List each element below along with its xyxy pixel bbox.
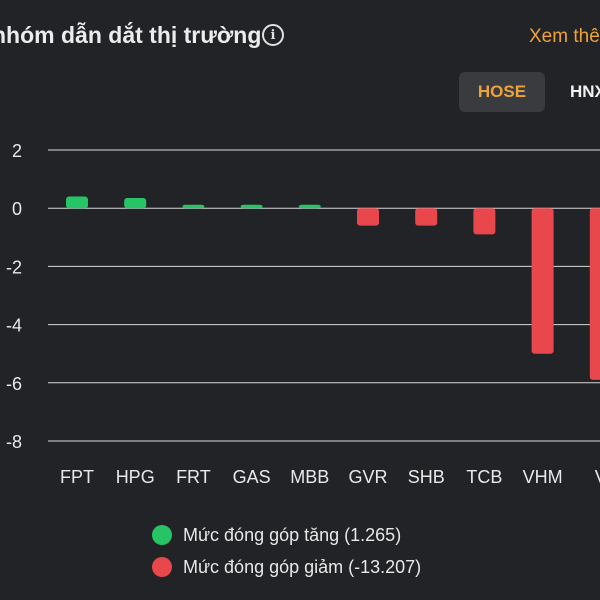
x-tick-label: GVR bbox=[348, 467, 387, 487]
bar bbox=[298, 204, 321, 209]
legend-label-increase: Mức đóng góp tăng (1.265) bbox=[183, 524, 402, 545]
bar bbox=[415, 208, 438, 226]
x-tick-label: MBB bbox=[290, 467, 329, 487]
y-tick-label: -8 bbox=[6, 432, 22, 452]
tab-hnx[interactable]: HNX bbox=[570, 82, 600, 101]
legend-label-decrease: Mức đóng góp giảm (-13.207) bbox=[183, 556, 422, 577]
bar bbox=[589, 208, 600, 380]
y-tick-label: -2 bbox=[6, 257, 22, 277]
x-tick-label: GAS bbox=[233, 467, 271, 487]
bar-chart: 2 0 -2 -4 -6 -8 FPT HPG FRT GAS MBB GVR SHB TCB VHM V bbox=[6, 141, 600, 487]
x-tick-label: VHM bbox=[523, 467, 563, 487]
increase-dot-icon bbox=[152, 525, 172, 545]
bar bbox=[240, 204, 263, 209]
header: nhóm dẫn dắt thị trường i Xem thêm bbox=[0, 0, 600, 72]
y-tick-label: 2 bbox=[12, 141, 22, 161]
decrease-dot-icon bbox=[152, 557, 172, 577]
tab-hose[interactable]: HOSE bbox=[459, 72, 545, 112]
bar bbox=[357, 208, 379, 226]
bar bbox=[182, 204, 205, 209]
bar bbox=[473, 208, 496, 235]
bar bbox=[531, 208, 554, 354]
legend-item-increase: Mức đóng góp tăng (1.265) bbox=[152, 519, 421, 551]
x-tick-label: V bbox=[595, 467, 600, 487]
page-title: nhóm dẫn dắt thị trường bbox=[0, 22, 262, 48]
x-tick-label: HPG bbox=[116, 467, 155, 487]
x-tick-label: SHB bbox=[408, 467, 445, 487]
see-more-link[interactable]: Xem thêm bbox=[529, 26, 600, 47]
bar bbox=[66, 196, 88, 209]
bar bbox=[124, 198, 147, 209]
y-tick-label: -6 bbox=[6, 374, 22, 394]
legend-item-decrease: Mức đóng góp giảm (-13.207) bbox=[152, 551, 421, 583]
y-tick-label: -4 bbox=[6, 316, 22, 336]
y-tick-label: 0 bbox=[12, 199, 22, 219]
x-tick-label: TCB bbox=[466, 467, 502, 487]
chart-legend: Mức đóng góp tăng (1.265) Mức đóng góp g… bbox=[152, 519, 421, 583]
x-tick-label: FPT bbox=[60, 467, 94, 487]
info-icon[interactable]: i bbox=[262, 24, 284, 46]
x-tick-label: FRT bbox=[176, 467, 211, 487]
